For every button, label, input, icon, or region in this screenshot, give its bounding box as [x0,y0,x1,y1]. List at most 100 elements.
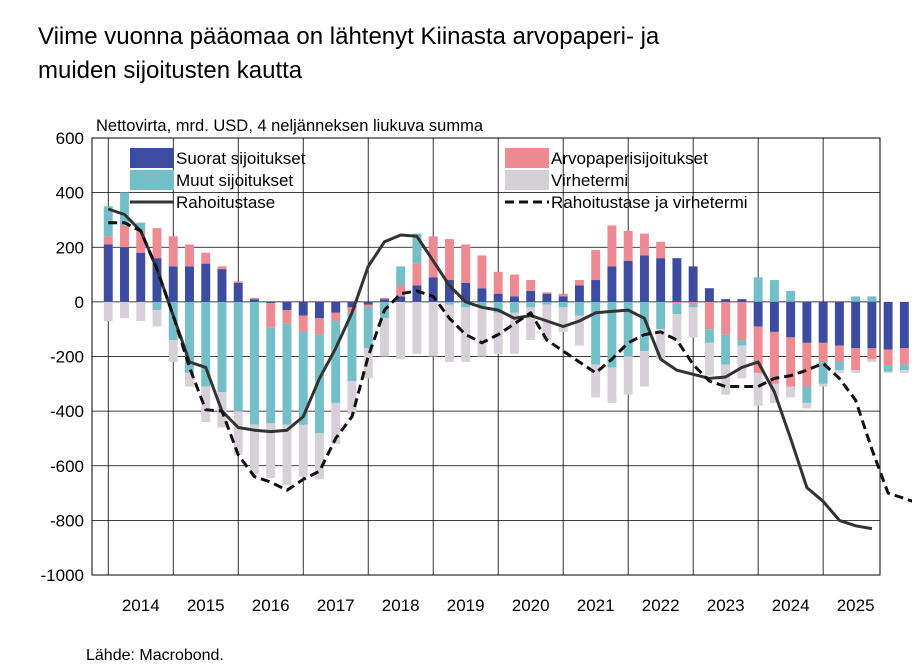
bar-segment [103,236,113,245]
y-tick-label: 400 [56,184,84,203]
bar-segment [591,364,601,398]
bar-segment [444,239,454,281]
series-line [108,221,912,503]
bar-segment [461,282,471,302]
bar-segment [250,299,259,302]
bar-segment [266,303,276,328]
bar-segment [314,301,324,319]
bar-segment [314,318,324,335]
chart-title-line-2: muiden sijoitusten kautta [38,57,303,84]
bar-segment [851,296,861,302]
bar-segment [834,345,844,362]
x-tick-label: 2023 [707,596,745,615]
bar-segment [672,258,682,302]
bar-segment [444,304,454,362]
bar-segment [314,334,324,433]
bar-segment [656,241,666,259]
bar-segment [883,371,893,373]
bar-segment [250,301,259,425]
bar-segment [282,424,292,485]
bar-segment [607,367,617,403]
bar-segment [899,348,909,365]
bar-segment [721,364,731,395]
bar-segment [201,263,211,302]
bar-segment [185,372,194,387]
x-tick-label: 2019 [447,596,485,615]
bar-segment [769,331,779,384]
bar-segment [672,301,682,304]
bar-segment [152,310,162,327]
bar-segment [379,299,389,302]
bar-segment [509,301,519,313]
bar-segment [558,301,568,308]
bar-segment [428,277,438,302]
bar-segment [721,334,731,365]
bar-segment [477,301,487,308]
bar-segment [136,222,146,231]
y-tick-label: 0 [75,293,84,312]
bar-segment [542,301,552,305]
x-tick-label: 2018 [382,596,420,615]
bar-segment [298,424,308,477]
bar-segment [461,307,471,362]
bar-segment [672,303,682,315]
bar-segment [737,345,747,379]
bar-segment [737,299,747,302]
bar-segment [883,366,893,372]
bar-segment [282,323,292,425]
bar-segment [737,301,747,341]
legend-swatch [505,170,549,190]
source-note: Lähde: Macrobond. [86,647,224,664]
x-axis-ticks: 2014 2015 2016 2017 2018 2019 2020 2021 2022 2023… [122,596,875,615]
bar-segment [168,236,178,267]
bar-segment [737,340,747,346]
bar-segment [623,230,633,261]
bar-segment [688,301,698,305]
bar-segment [396,296,406,302]
bar-segment [444,301,454,305]
bar-segment [818,361,828,384]
bar-segment [591,280,601,302]
bar-segment [607,266,617,302]
bar-segment [753,301,763,327]
legend-swatch [505,148,549,168]
bar-segment [347,381,357,414]
bar-segment [769,301,779,332]
bar-segment [120,247,129,302]
bar-segment [412,263,422,286]
bar-segment [623,356,633,395]
bar-segment [217,269,227,302]
bar-segment [786,301,796,338]
y-tick-label: -600 [50,457,84,476]
bar-segment [574,301,584,316]
bar-segment [444,280,454,302]
bar-segment [558,296,568,302]
bar-segment [574,280,584,286]
bar-segment [136,230,146,253]
bar-segment [331,402,341,444]
bar-segment [526,307,536,341]
bar-segment [802,342,812,387]
bar-segment [103,301,113,321]
bar-segment [461,244,471,283]
bar-segment [103,244,113,302]
bar-segment [363,304,373,308]
bar-segment [396,266,406,286]
bar-segment [266,423,276,479]
legend-swatch [130,170,174,190]
bar-segment [867,348,877,360]
bar-segment [558,307,568,332]
legend-swatch [130,148,174,168]
bar-segment [574,315,584,346]
bar-segment [818,301,828,343]
bar-segment [899,301,909,349]
bar-segment [704,329,714,343]
bar-segment [266,327,276,424]
x-tick-label: 2014 [122,596,160,615]
bar-segment [461,301,471,308]
bar-segment [201,386,211,423]
bar-segment [639,351,649,387]
bar-segment [331,320,341,403]
series-lines [107,207,912,531]
bar-segment [152,228,162,259]
